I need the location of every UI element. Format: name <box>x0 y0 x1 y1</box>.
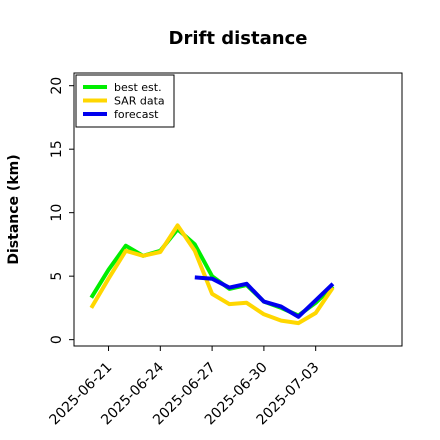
legend-label: forecast <box>114 108 159 121</box>
legend-label: best est. <box>114 81 162 94</box>
x-axis-ticks: 2025-06-212025-06-242025-06-272025-06-30… <box>47 346 323 428</box>
y-tick-label: 20 <box>49 77 65 95</box>
y-tick-label: 15 <box>49 140 65 158</box>
series-line-forecast <box>194 275 335 319</box>
plot-area-frame <box>73 72 403 347</box>
chart-title: Drift distance <box>169 28 308 49</box>
series-line-best-est- <box>89 227 335 318</box>
series-line-sar-data <box>89 223 335 326</box>
y-axis-label: Distance (km) <box>6 154 22 264</box>
y-tick-label: 0 <box>49 335 65 344</box>
y-tick-label: 5 <box>49 272 65 281</box>
legend-label: SAR data <box>114 95 165 108</box>
y-tick-label: 10 <box>49 204 65 222</box>
series-layer <box>89 223 335 326</box>
y-axis-ticks: 0 5 10 15 20 <box>49 77 74 344</box>
